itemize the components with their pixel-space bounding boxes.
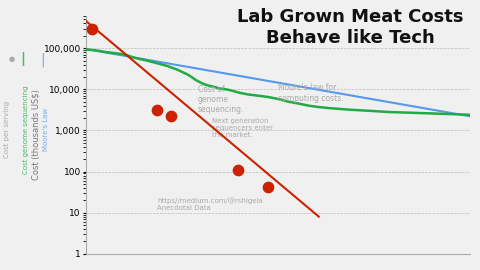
Text: Cost genome sequencing: Cost genome sequencing — [24, 85, 29, 174]
Text: Moore's Law: Moore's Law — [43, 108, 48, 151]
Point — [168, 114, 175, 119]
Point — [234, 168, 242, 172]
Text: |: | — [40, 52, 45, 67]
Text: |: | — [21, 52, 25, 66]
Text: Cost of
genome
sequencing.: Cost of genome sequencing. — [198, 85, 244, 114]
Text: ●: ● — [9, 56, 15, 62]
Text: Cost per serving: Cost per serving — [4, 101, 10, 158]
Text: Next generation
sequencers enter
the market.: Next generation sequencers enter the mar… — [212, 118, 273, 138]
Text: https//medium.com/@rshigela
Anecdotal Data: https//medium.com/@rshigela Anecdotal Da… — [157, 197, 263, 211]
Y-axis label: Cost (thousands US$): Cost (thousands US$) — [32, 90, 41, 180]
Text: Moore's law for
computing costs.: Moore's law for computing costs. — [278, 83, 344, 103]
Point — [264, 185, 272, 189]
Text: Lab Grown Meat Costs
Behave like Tech: Lab Grown Meat Costs Behave like Tech — [237, 8, 464, 47]
Point — [89, 26, 96, 31]
Point — [153, 107, 161, 112]
